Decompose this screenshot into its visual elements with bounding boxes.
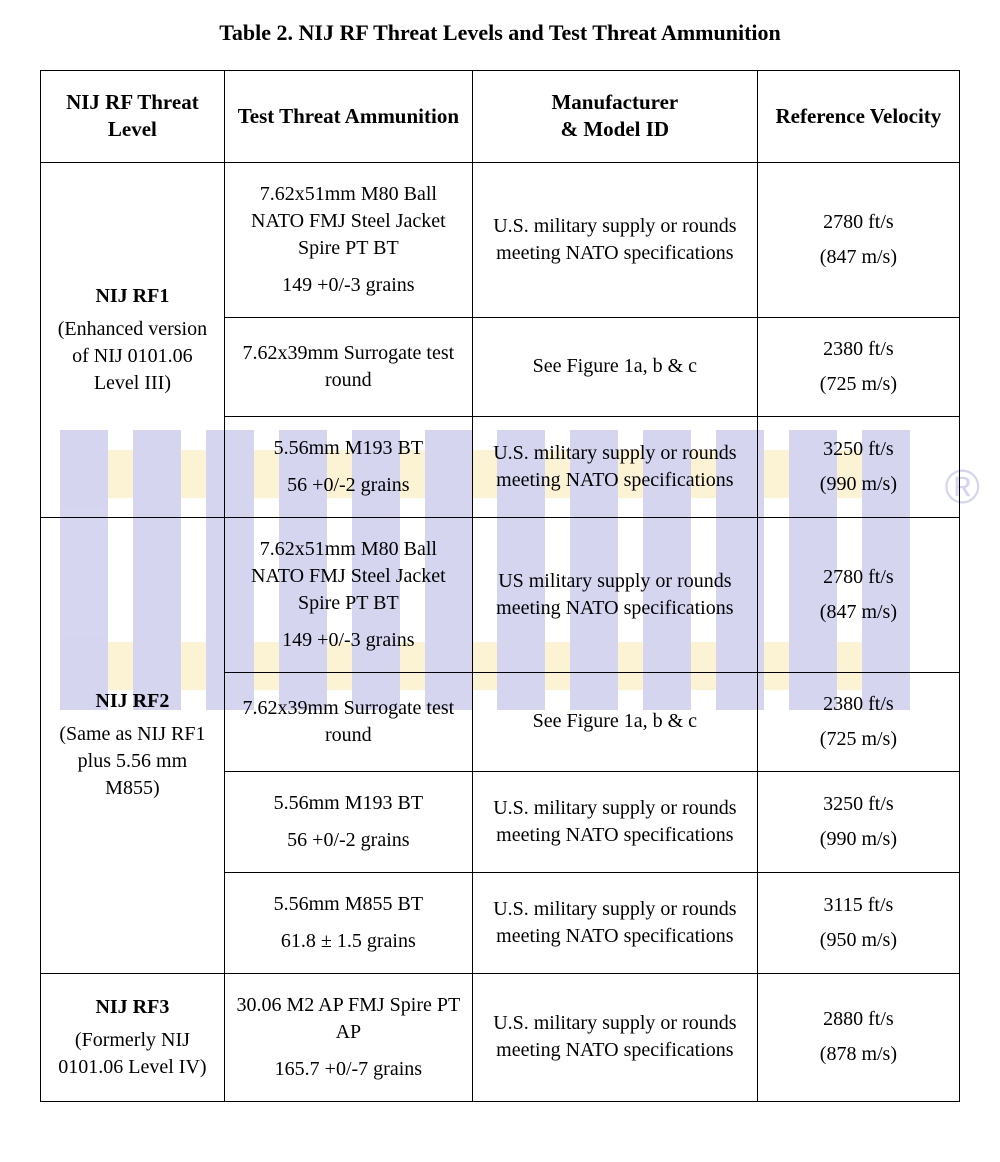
- ammunition-main: 7.62x39mm Surrogate test round: [235, 340, 462, 394]
- velocity-cell: 2380 ft/s (725 m/s): [757, 672, 959, 771]
- threat-level-subtitle: (Enhanced version of NIJ 0101.06 Level I…: [51, 316, 214, 397]
- manufacturer-cell: See Figure 1a, b & c: [472, 672, 757, 771]
- ammunition-main: 30.06 M2 AP FMJ Spire PT AP: [235, 992, 462, 1046]
- velocity-sub: (847 m/s): [768, 599, 949, 626]
- velocity-sub: (847 m/s): [768, 244, 949, 271]
- velocity-sub: (878 m/s): [768, 1041, 949, 1068]
- ammunition-sub: 56 +0/-2 grains: [235, 472, 462, 499]
- ammunition-cell: 5.56mm M193 BT 56 +0/-2 grains: [224, 771, 472, 872]
- manufacturer-cell: See Figure 1a, b & c: [472, 317, 757, 416]
- ammunition-cell: 7.62x39mm Surrogate test round: [224, 317, 472, 416]
- velocity-sub: (725 m/s): [768, 726, 949, 753]
- col-header-maker: Manufacturer& Model ID: [472, 71, 757, 163]
- velocity-main: 3250 ft/s: [768, 436, 949, 463]
- manufacturer-cell: U.S. military supply or rounds meeting N…: [472, 872, 757, 973]
- velocity-main: 2880 ft/s: [768, 1006, 949, 1033]
- manufacturer-cell: U.S. military supply or rounds meeting N…: [472, 771, 757, 872]
- velocity-main: 2380 ft/s: [768, 336, 949, 363]
- ammunition-main: 5.56mm M193 BT: [235, 435, 462, 462]
- table-title: Table 2. NIJ RF Threat Levels and Test T…: [40, 20, 960, 46]
- ammunition-sub: 149 +0/-3 grains: [235, 272, 462, 299]
- velocity-sub: (990 m/s): [768, 471, 949, 498]
- velocity-cell: 3250 ft/s (990 m/s): [757, 416, 959, 517]
- threat-level-cell: NIJ RF3 (Formerly NIJ 0101.06 Level IV): [41, 973, 225, 1101]
- threat-level-subtitle: (Same as NIJ RF1 plus 5.56 mm M855): [51, 721, 214, 802]
- threat-level-name: NIJ RF3: [95, 996, 169, 1018]
- table-row: NIJ RF1(Enhanced version of NIJ 0101.06 …: [41, 162, 960, 317]
- threat-levels-table: NIJ RF Threat Level Test Threat Ammuniti…: [40, 70, 960, 1102]
- velocity-cell: 2780 ft/s (847 m/s): [757, 517, 959, 672]
- ammunition-main: 7.62x51mm M80 Ball NATO FMJ Steel Jacket…: [235, 536, 462, 617]
- velocity-main: 2380 ft/s: [768, 691, 949, 718]
- velocity-sub: (950 m/s): [768, 927, 949, 954]
- ammunition-sub: 56 +0/-2 grains: [235, 827, 462, 854]
- velocity-cell: 2880 ft/s (878 m/s): [757, 973, 959, 1101]
- velocity-main: 3115 ft/s: [768, 892, 949, 919]
- ammunition-cell: 5.56mm M193 BT 56 +0/-2 grains: [224, 416, 472, 517]
- col-header-velocity: Reference Velocity: [757, 71, 959, 163]
- ammunition-cell: 30.06 M2 AP FMJ Spire PT AP 165.7 +0/-7 g…: [224, 973, 472, 1101]
- col-header-level: NIJ RF Threat Level: [41, 71, 225, 163]
- ammunition-cell: 7.62x51mm M80 Ball NATO FMJ Steel Jacket…: [224, 517, 472, 672]
- ammunition-main: 7.62x39mm Surrogate test round: [235, 695, 462, 749]
- velocity-sub: (725 m/s): [768, 371, 949, 398]
- velocity-cell: 3250 ft/s (990 m/s): [757, 771, 959, 872]
- manufacturer-cell: U.S. military supply or rounds meeting N…: [472, 162, 757, 317]
- ammunition-sub: 61.8 ± 1.5 grains: [235, 928, 462, 955]
- table-header-row: NIJ RF Threat Level Test Threat Ammuniti…: [41, 71, 960, 163]
- ammunition-sub: 149 +0/-3 grains: [235, 627, 462, 654]
- manufacturer-cell: U.S. military supply or rounds meeting N…: [472, 973, 757, 1101]
- table-row: NIJ RF2(Same as NIJ RF1 plus 5.56 mm M85…: [41, 517, 960, 672]
- velocity-main: 2780 ft/s: [768, 209, 949, 236]
- ammunition-main: 7.62x51mm M80 Ball NATO FMJ Steel Jacket…: [235, 181, 462, 262]
- threat-level-name: NIJ RF2: [95, 690, 169, 712]
- velocity-cell: 3115 ft/s (950 m/s): [757, 872, 959, 973]
- page: ® Table 2. NIJ RF Threat Levels and Test…: [0, 0, 1000, 1142]
- ammunition-main: 5.56mm M193 BT: [235, 790, 462, 817]
- ammunition-cell: 7.62x51mm M80 Ball NATO FMJ Steel Jacket…: [224, 162, 472, 317]
- threat-level-subtitle: (Formerly NIJ 0101.06 Level IV): [51, 1027, 214, 1081]
- threat-level-name: NIJ RF1: [95, 285, 169, 307]
- ammunition-cell: 7.62x39mm Surrogate test round: [224, 672, 472, 771]
- velocity-cell: 2380 ft/s (725 m/s): [757, 317, 959, 416]
- velocity-cell: 2780 ft/s (847 m/s): [757, 162, 959, 317]
- velocity-main: 3250 ft/s: [768, 791, 949, 818]
- ammunition-sub: 165.7 +0/-7 grains: [235, 1056, 462, 1083]
- table-row: NIJ RF3(Formerly NIJ 0101.06 Level IV)30…: [41, 973, 960, 1101]
- velocity-main: 2780 ft/s: [768, 564, 949, 591]
- velocity-sub: (990 m/s): [768, 826, 949, 853]
- threat-level-cell: NIJ RF1 (Enhanced version of NIJ 0101.06 …: [41, 162, 225, 517]
- col-header-ammo: Test Threat Ammunition: [224, 71, 472, 163]
- ammunition-main: 5.56mm M855 BT: [235, 891, 462, 918]
- manufacturer-cell: US military supply or rounds meeting NAT…: [472, 517, 757, 672]
- manufacturer-cell: U.S. military supply or rounds meeting N…: [472, 416, 757, 517]
- ammunition-cell: 5.56mm M855 BT 61.8 ± 1.5 grains: [224, 872, 472, 973]
- threat-level-cell: NIJ RF2 (Same as NIJ RF1 plus 5.56 mm M85…: [41, 517, 225, 973]
